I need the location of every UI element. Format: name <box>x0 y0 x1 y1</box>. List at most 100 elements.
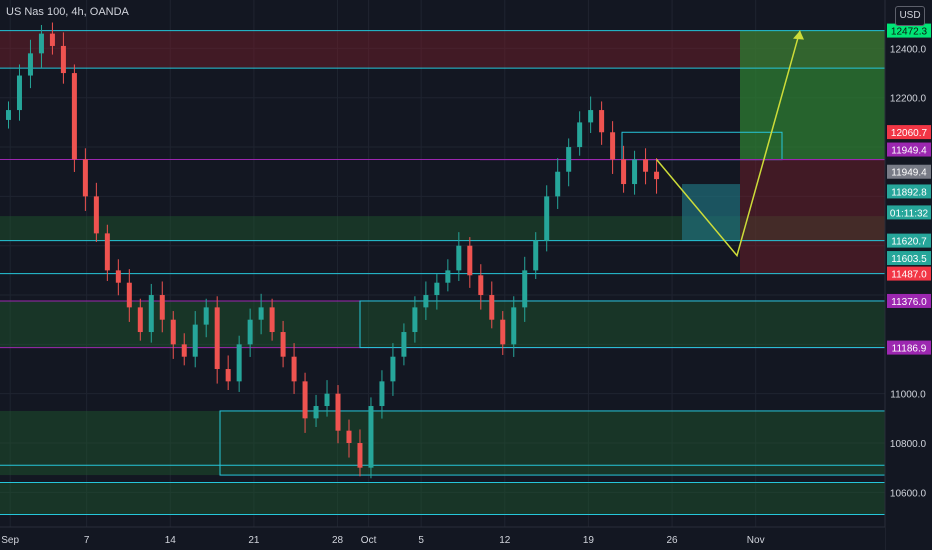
target-zone[interactable] <box>740 30 885 160</box>
candle[interactable] <box>148 295 154 333</box>
price-label: 11892.8 <box>891 187 927 198</box>
candle[interactable] <box>533 240 539 271</box>
candle[interactable] <box>49 33 55 46</box>
candle[interactable] <box>324 393 330 407</box>
candle[interactable] <box>192 324 198 357</box>
candle[interactable] <box>566 147 572 172</box>
candle[interactable] <box>115 270 121 283</box>
candle[interactable] <box>599 110 605 133</box>
x-tick-label: 26 <box>666 535 678 546</box>
candle[interactable] <box>313 406 319 419</box>
y-tick-label: 12400.0 <box>890 44 927 55</box>
price-label-box <box>887 293 931 308</box>
price-label-box <box>887 266 931 281</box>
y-tick-label: 12200.0 <box>890 94 927 105</box>
candle[interactable] <box>258 307 264 320</box>
candle[interactable] <box>379 381 385 407</box>
candle[interactable] <box>434 282 440 296</box>
candle[interactable] <box>137 307 143 333</box>
candle[interactable] <box>269 307 275 333</box>
candle[interactable] <box>27 53 33 76</box>
candle[interactable] <box>401 332 407 357</box>
x-tick-label: 12 <box>499 535 511 546</box>
candle[interactable] <box>588 110 594 123</box>
x-tick-label: Sep <box>1 535 19 546</box>
candle[interactable] <box>291 356 297 382</box>
price-label-box <box>887 125 931 140</box>
y-tick-label: 10600.0 <box>890 488 927 499</box>
candle[interactable] <box>621 159 627 185</box>
currency-selector[interactable]: USD <box>895 6 925 26</box>
price-label: 12060.7 <box>891 128 928 139</box>
candle[interactable] <box>16 75 22 111</box>
x-tick-label: 14 <box>165 535 177 546</box>
candle[interactable] <box>478 275 484 296</box>
candle[interactable] <box>71 73 77 160</box>
price-label-box <box>887 205 931 220</box>
candle[interactable] <box>390 356 396 382</box>
time-axis[interactable] <box>0 527 885 550</box>
demand-zone[interactable] <box>0 300 885 348</box>
candle[interactable] <box>456 245 462 271</box>
candle[interactable] <box>225 369 231 382</box>
candle[interactable] <box>236 344 242 382</box>
candle[interactable] <box>5 110 11 120</box>
candle[interactable] <box>181 344 187 357</box>
demand-zone[interactable] <box>0 410 885 476</box>
supply-zone[interactable] <box>0 31 885 69</box>
price-label-box <box>887 233 931 248</box>
candle[interactable] <box>368 406 374 468</box>
candle[interactable] <box>38 33 44 54</box>
price-label: 11603.5 <box>891 254 927 265</box>
price-label: 12472.3 <box>891 27 928 38</box>
x-tick-label: 5 <box>418 535 424 546</box>
risk-zone[interactable] <box>740 159 885 274</box>
candle[interactable] <box>500 319 506 345</box>
candle[interactable] <box>357 443 363 468</box>
x-tick-label: 19 <box>583 535 595 546</box>
candle[interactable] <box>610 132 616 160</box>
candle[interactable] <box>423 295 429 308</box>
candle[interactable] <box>654 171 660 180</box>
price-label: 11376.0 <box>891 297 927 308</box>
candle[interactable] <box>577 122 583 148</box>
candle[interactable] <box>82 159 88 197</box>
candle[interactable] <box>467 245 473 276</box>
candle[interactable] <box>247 319 253 345</box>
candle[interactable] <box>126 282 132 308</box>
projection-path[interactable] <box>655 30 801 258</box>
candle[interactable] <box>555 171 561 197</box>
price-label-box <box>887 340 931 355</box>
candle[interactable] <box>412 307 418 333</box>
x-tick-label: Oct <box>361 535 377 546</box>
candle[interactable] <box>335 393 341 431</box>
candle[interactable] <box>522 270 528 308</box>
candle[interactable] <box>203 307 209 325</box>
price-label: 11949.4 <box>891 168 927 179</box>
candle[interactable] <box>104 233 110 271</box>
price-label-box <box>887 23 931 38</box>
candle[interactable] <box>489 295 495 320</box>
candle[interactable] <box>643 159 649 172</box>
candle[interactable] <box>60 45 66 74</box>
x-tick-label: 28 <box>332 535 344 546</box>
candle[interactable] <box>93 196 99 234</box>
price-label: 11487.0 <box>891 270 927 281</box>
price-label: 01:11:32 <box>890 208 929 219</box>
candle[interactable] <box>632 159 638 185</box>
candle[interactable] <box>445 270 451 283</box>
candle[interactable] <box>511 307 517 345</box>
candle[interactable] <box>159 295 165 320</box>
demand-zone[interactable] <box>0 482 885 515</box>
candle[interactable] <box>280 332 286 357</box>
x-tick-label: 21 <box>248 535 260 546</box>
candle[interactable] <box>170 319 176 345</box>
price-label-box <box>887 142 931 157</box>
y-tick-label: 10800.0 <box>890 439 927 450</box>
candle[interactable] <box>214 307 220 370</box>
candle[interactable] <box>302 381 308 419</box>
candle[interactable] <box>346 430 352 444</box>
candle[interactable] <box>544 196 550 241</box>
